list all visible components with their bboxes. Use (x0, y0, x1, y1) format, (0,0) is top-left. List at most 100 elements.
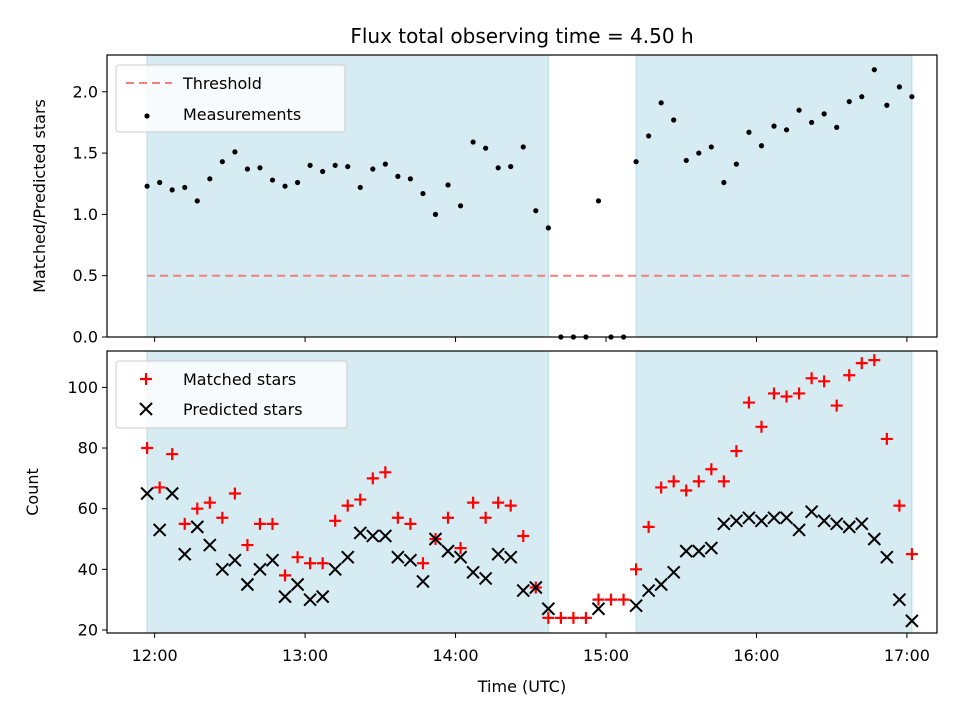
threshold-legend-label: Threshold (182, 74, 262, 93)
top-panel: 0.00.51.01.52.0 Matched/Predicted stars … (30, 54, 938, 347)
matched-stars-point (354, 493, 367, 506)
measurement-point (307, 162, 313, 168)
matched-stars-point (630, 563, 643, 576)
measurement-point (783, 127, 790, 133)
matched-stars-point (805, 372, 818, 385)
measurement-point (809, 119, 815, 126)
measurements-legend-swatch (144, 113, 150, 119)
measurement-point (909, 94, 915, 100)
chart-title: Flux total observing time = 4.50 h (350, 24, 693, 48)
matched-stars-point (492, 496, 505, 509)
matched-stars-point (592, 593, 605, 606)
matched-stars-point (228, 487, 241, 500)
matched-stars-point (442, 511, 455, 524)
measurement-point (746, 129, 752, 135)
measurement-point (207, 176, 213, 182)
bottom-y-tick-label: 80 (78, 439, 98, 458)
measurement-point (219, 159, 225, 165)
predicted-stars-point (842, 520, 856, 534)
measurement-point (357, 184, 363, 191)
matched-stars-point (692, 475, 705, 488)
matched-stars-point (391, 511, 404, 524)
predicted-stars-point (453, 550, 468, 564)
measurement-point (633, 159, 639, 165)
matched-legend-swatch (140, 373, 152, 385)
measurement-point (144, 183, 150, 189)
predicted-stars-point (240, 577, 255, 592)
matched-stars-point (780, 390, 793, 403)
count-points (140, 354, 919, 628)
x-tick-label: 17:00 (884, 646, 930, 665)
measurement-point (294, 179, 301, 186)
measurement-point (708, 144, 714, 150)
bottom-axes-frame (106, 350, 938, 634)
measurement-point (269, 177, 276, 183)
matched-stars-point (504, 499, 517, 512)
measurement-point (846, 98, 852, 105)
matched-stars-point (793, 387, 806, 400)
bottom-y-axis-label: Count (23, 468, 42, 516)
measurement-point (232, 149, 238, 155)
matched-stars-point (868, 354, 881, 367)
predicted-stars-point (416, 574, 430, 589)
predicted-stars-point (265, 553, 280, 567)
measurement-point (859, 94, 865, 100)
predicted-stars-point (341, 550, 355, 564)
matched-stars-point (416, 557, 429, 570)
measurement-point (420, 190, 426, 197)
measurement-point (332, 162, 338, 168)
x-tick-label: 16:00 (733, 646, 779, 665)
measurement-points (144, 67, 915, 340)
predicted-stars-point (892, 592, 907, 607)
predicted-stars-point (203, 538, 217, 552)
measurement-point (834, 124, 840, 130)
predicted-stars-point (315, 589, 330, 604)
matched-stars-point (768, 387, 781, 400)
measurement-point (896, 84, 902, 90)
predicted-stars-point (140, 486, 154, 501)
measurement-point (796, 107, 802, 113)
matched-stars-point (404, 517, 417, 530)
matched-stars-point (517, 529, 530, 542)
predicted-stars-point (742, 511, 756, 525)
matched-stars-point (291, 551, 304, 564)
matched-stars-point (818, 375, 831, 388)
matched-stars-point (178, 517, 191, 530)
predicted-stars-point (366, 529, 380, 543)
predicted-stars-point (754, 514, 769, 528)
predicted-stars-point (215, 562, 230, 577)
matched-stars-point (366, 472, 379, 485)
bottom-panel: 20 40 60 80 100 12:00 13:00 14:00 15:00 16:00 17:… (23, 350, 938, 696)
matched-stars-point (567, 611, 580, 624)
matched-stars-point (730, 445, 743, 458)
matched-stars-point (893, 499, 906, 512)
bottom-y-tick-label: 100 (67, 378, 98, 397)
top-x-ticks (154, 337, 908, 342)
top-y-ticks: 0.0 0.5 1.0 1.5 2.0 (73, 82, 107, 347)
measurement-point (320, 168, 326, 175)
top-y-tick-label: 0.0 (73, 328, 98, 347)
measurement-point (821, 111, 827, 117)
matched-stars-point (667, 475, 680, 488)
predicted-stars-point (441, 544, 455, 558)
predicted-stars-point (855, 517, 869, 531)
measurement-point (395, 173, 401, 179)
measurements-legend-label: Measurements (183, 105, 301, 124)
top-legend-box (115, 64, 346, 133)
matched-stars-point (341, 499, 354, 512)
predicted-stars-point (491, 547, 505, 561)
top-shaded-intervals (146, 54, 913, 338)
predicted-stars-point (829, 517, 844, 531)
measurement-point (758, 143, 765, 149)
matched-stars-point (855, 357, 868, 370)
predicted-stars-point (504, 550, 518, 564)
measurement-point (508, 163, 514, 170)
predicted-stars-point (666, 565, 681, 580)
matched-stars-point (266, 517, 279, 530)
measurement-point (194, 198, 200, 204)
matched-stars-point (542, 611, 555, 624)
predicted-stars-point (679, 544, 693, 558)
matched-stars-point (742, 396, 755, 409)
measurement-point (771, 123, 777, 129)
bottom-legend-box (115, 360, 348, 429)
